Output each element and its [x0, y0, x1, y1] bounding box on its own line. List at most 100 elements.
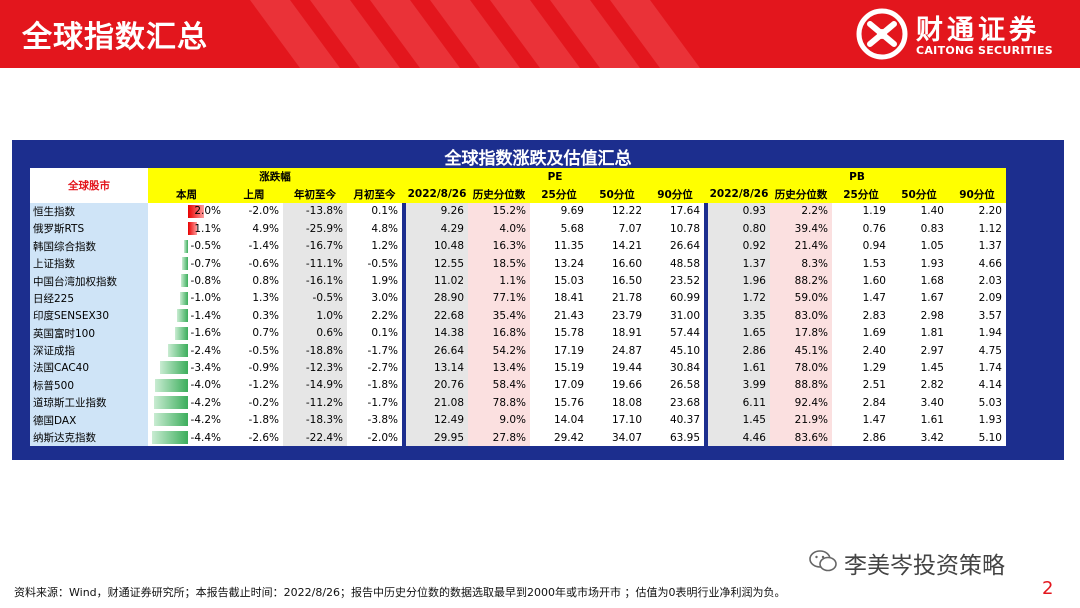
ytd-change: -11.1% — [283, 254, 347, 273]
pb-p90: 2.09 — [948, 289, 1006, 308]
pe-p90: 48.58 — [646, 254, 704, 273]
week-change-cell: -1.4% — [148, 307, 225, 325]
pe-p90: 23.68 — [646, 394, 704, 412]
pe-percentile: 16.3% — [468, 237, 530, 255]
pb-p25: 1.60 — [832, 272, 890, 290]
column-header-global-markets: 全球股市 — [30, 168, 148, 203]
pb-p25: 2.84 — [832, 394, 890, 412]
pb-percentile: 21.9% — [770, 411, 832, 429]
mtd-change: 3.0% — [347, 289, 402, 308]
logo-english-name: CAITONG SECURITIES — [916, 44, 1054, 57]
panel-title: 全球指数涨跌及估值汇总 — [444, 149, 632, 169]
pe-p90: 23.52 — [646, 272, 704, 290]
week-change-cell: 1.1% — [148, 220, 225, 238]
pb-p50: 0.83 — [890, 220, 948, 238]
pb-current: 0.93 — [708, 202, 770, 221]
pb-p90: 1.93 — [948, 411, 1006, 429]
table-row: 纳斯达克指数 -4.4% -2.6% -22.4% -2.0% 29.95 27.8% 29.… — [30, 428, 1006, 447]
subheader-mtd: 月初至今 — [347, 185, 402, 203]
pe-percentile: 13.4% — [468, 359, 530, 377]
last-week-change: 1.3% — [225, 289, 283, 308]
table-row: 标普500 -4.0% -1.2% -14.9% -1.8% 20.76 58.4% 17.0… — [30, 376, 1006, 395]
mtd-change: 4.8% — [347, 220, 402, 238]
pe-p50: 16.50 — [588, 272, 646, 290]
index-name: 中国台湾加权指数 — [30, 272, 148, 290]
index-name: 上证指数 — [30, 254, 148, 273]
source-note: 资料来源：Wind，财通证券研究所；本报告截止时间：2022/8/26；报告中历… — [14, 586, 786, 599]
table-row: 韩国综合指数 -0.5% -1.4% -16.7% 1.2% 10.48 16.3% 11.3… — [30, 237, 1006, 255]
subheader-pb-p50: 50分位 — [890, 185, 948, 203]
pb-p90: 5.03 — [948, 394, 1006, 412]
ytd-change: -14.9% — [283, 376, 347, 395]
pb-percentile: 88.8% — [770, 376, 832, 395]
pb-current: 0.92 — [708, 237, 770, 255]
pb-current: 2.86 — [708, 341, 770, 360]
pb-p90: 1.12 — [948, 220, 1006, 238]
pe-p50: 12.22 — [588, 202, 646, 221]
subheader-pb-percentile: 历史分位数 — [770, 185, 832, 203]
subheader-this-week: 本周 — [148, 185, 225, 203]
pb-p25: 1.47 — [832, 289, 890, 308]
index-name: 英国富时100 — [30, 324, 148, 342]
index-name: 深证成指 — [30, 341, 148, 360]
pe-p50: 19.66 — [588, 376, 646, 395]
pe-p90: 10.78 — [646, 220, 704, 238]
week-change-cell: -1.0% — [148, 289, 225, 308]
last-week-change: 4.9% — [225, 220, 283, 238]
pb-p50: 1.68 — [890, 272, 948, 290]
pe-p90: 57.44 — [646, 324, 704, 342]
week-change-value: -0.7% — [190, 257, 221, 270]
pe-p25: 13.24 — [530, 254, 588, 273]
logo-chinese-name: 财通证券 — [916, 15, 1040, 46]
ytd-change: -18.8% — [283, 341, 347, 360]
pe-current: 28.90 — [406, 289, 468, 308]
last-week-change: -1.2% — [225, 376, 283, 395]
pe-percentile: 18.5% — [468, 254, 530, 273]
pe-percentile: 16.8% — [468, 324, 530, 342]
negative-bar — [153, 413, 188, 427]
negative-bar — [168, 343, 188, 357]
mtd-change: -0.5% — [347, 254, 402, 273]
pb-current: 1.96 — [708, 272, 770, 290]
pb-current: 3.99 — [708, 376, 770, 395]
index-name: 德国DAX — [30, 411, 148, 429]
negative-bar — [183, 239, 188, 253]
pb-p25: 2.83 — [832, 307, 890, 325]
week-change-value: -0.8% — [190, 275, 221, 288]
subheader-last-week: 上周 — [225, 185, 283, 203]
pb-p90: 1.74 — [948, 359, 1006, 377]
pb-p25: 0.94 — [832, 237, 890, 255]
company-logo: 财通证券 CAITONG SECURITIES — [856, 6, 1076, 64]
pe-current: 9.26 — [406, 202, 468, 221]
pb-p25: 1.29 — [832, 359, 890, 377]
pb-percentile: 8.3% — [770, 254, 832, 273]
pb-p90: 3.57 — [948, 307, 1006, 325]
ytd-change: 1.0% — [283, 307, 347, 325]
pb-percentile: 83.0% — [770, 307, 832, 325]
positive-bar — [188, 222, 197, 236]
subheader-pe-percentile: 历史分位数 — [468, 185, 530, 203]
pe-percentile: 15.2% — [468, 202, 530, 221]
pe-current: 10.48 — [406, 237, 468, 255]
pe-p90: 26.58 — [646, 376, 704, 395]
pe-p25: 17.09 — [530, 376, 588, 395]
pb-percentile: 83.6% — [770, 428, 832, 447]
week-change-cell: -0.8% — [148, 272, 225, 290]
group-header-change: 涨跌幅 — [148, 168, 402, 186]
week-change-value: -1.6% — [190, 327, 221, 340]
negative-bar — [181, 274, 188, 288]
pb-current: 6.11 — [708, 394, 770, 412]
pe-p50: 19.44 — [588, 359, 646, 377]
positive-bar — [188, 204, 205, 218]
pb-p25: 0.76 — [832, 220, 890, 238]
ytd-change: -18.3% — [283, 411, 347, 429]
pb-current: 1.72 — [708, 289, 770, 308]
last-week-change: -0.6% — [225, 254, 283, 273]
subheader-pb-p25: 25分位 — [832, 185, 890, 203]
pb-current: 1.65 — [708, 324, 770, 342]
pe-p25: 15.76 — [530, 394, 588, 412]
pb-current: 1.61 — [708, 359, 770, 377]
negative-bar — [160, 361, 188, 375]
page-title: 全球指数汇总 — [22, 20, 208, 55]
pe-p50: 18.91 — [588, 324, 646, 342]
